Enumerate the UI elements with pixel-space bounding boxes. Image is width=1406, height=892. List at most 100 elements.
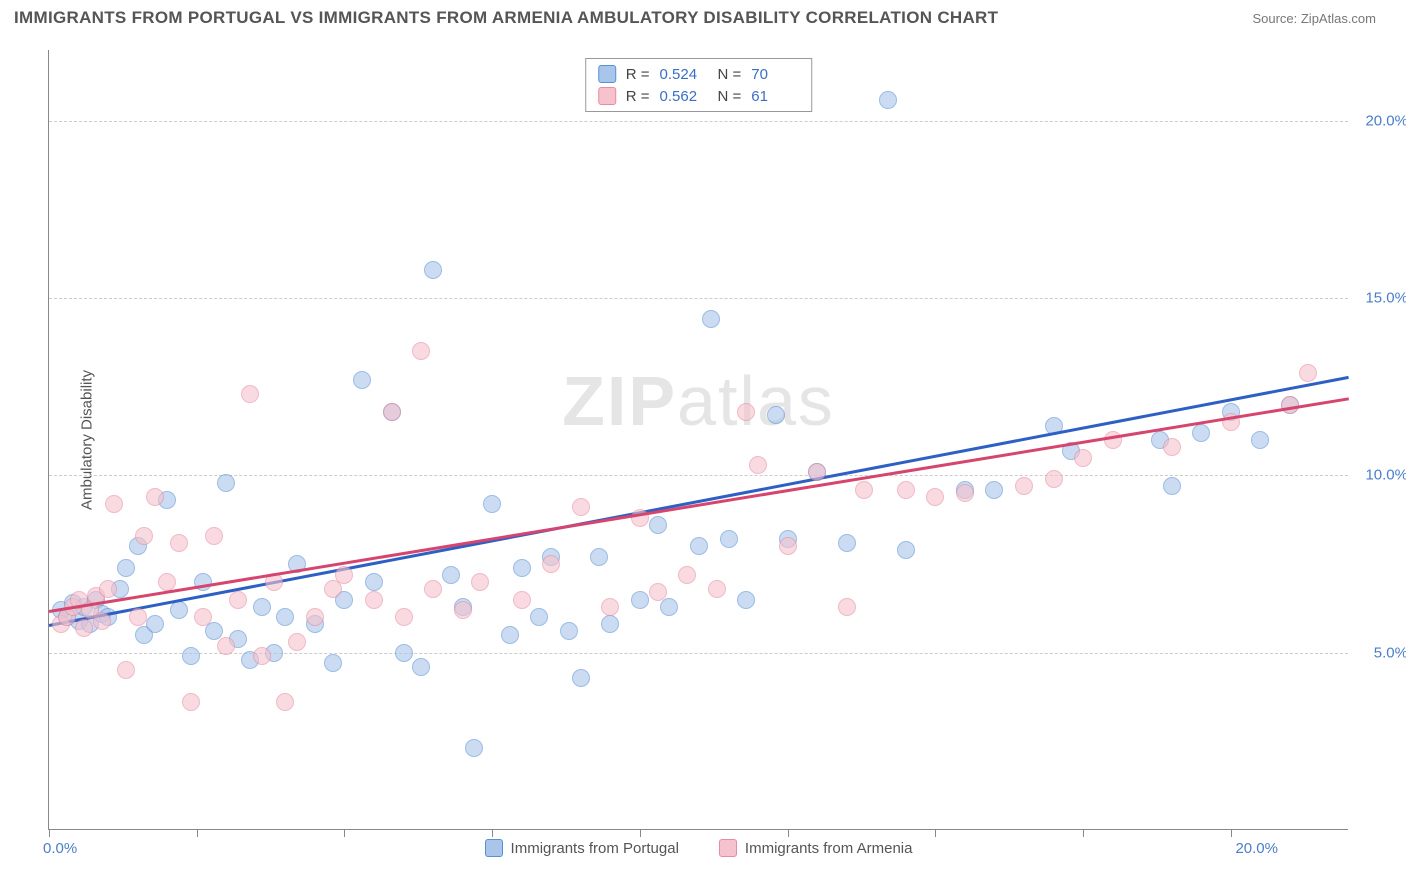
data-point — [182, 693, 200, 711]
data-point — [412, 658, 430, 676]
data-point — [158, 573, 176, 591]
data-point — [1251, 431, 1269, 449]
data-point — [513, 591, 531, 609]
data-point — [442, 566, 460, 584]
data-point — [855, 481, 873, 499]
data-point — [690, 537, 708, 555]
data-point — [879, 91, 897, 109]
data-point — [1163, 477, 1181, 495]
data-point — [383, 403, 401, 421]
data-point — [253, 647, 271, 665]
y-axis-label: Ambulatory Disability — [79, 369, 96, 509]
y-tick-label: 20.0% — [1365, 112, 1406, 129]
data-point — [229, 591, 247, 609]
data-point — [631, 591, 649, 609]
data-point — [1281, 396, 1299, 414]
data-point — [838, 534, 856, 552]
data-point — [306, 608, 324, 626]
data-point — [412, 342, 430, 360]
data-point — [99, 580, 117, 598]
data-point — [1015, 477, 1033, 495]
trend-line — [49, 376, 1349, 627]
source-attribution: Source: ZipAtlas.com — [1252, 11, 1376, 26]
data-point — [93, 612, 111, 630]
header: IMMIGRANTS FROM PORTUGAL VS IMMIGRANTS F… — [0, 0, 1406, 28]
y-tick-label: 10.0% — [1365, 467, 1406, 484]
data-point — [542, 555, 560, 573]
x-tick — [492, 829, 493, 837]
data-point — [465, 739, 483, 757]
swatch-icon — [485, 839, 503, 857]
data-point — [276, 693, 294, 711]
data-point — [985, 481, 1003, 499]
data-point — [501, 626, 519, 644]
x-axis-min-label: 0.0% — [43, 840, 77, 857]
data-point — [956, 484, 974, 502]
data-point — [194, 608, 212, 626]
data-point — [1299, 364, 1317, 382]
data-point — [838, 598, 856, 616]
data-point — [117, 559, 135, 577]
legend-item-armenia: Immigrants from Armenia — [719, 839, 913, 857]
data-point — [530, 608, 548, 626]
x-tick — [640, 829, 641, 837]
data-point — [572, 498, 590, 516]
data-point — [365, 591, 383, 609]
scatter-plot: Ambulatory Disability ZIPatlas R = 0.524… — [48, 50, 1348, 830]
data-point — [146, 615, 164, 633]
x-tick — [1231, 829, 1232, 837]
gridline — [49, 475, 1348, 476]
data-point — [649, 583, 667, 601]
legend-row-armenia: R = 0.562 N = 61 — [598, 85, 800, 107]
data-point — [1045, 470, 1063, 488]
data-point — [182, 647, 200, 665]
data-point — [253, 598, 271, 616]
correlation-legend: R = 0.524 N = 70 R = 0.562 N = 61 — [585, 58, 813, 112]
data-point — [779, 537, 797, 555]
x-tick — [344, 829, 345, 837]
gridline — [49, 298, 1348, 299]
x-axis-max-label: 20.0% — [1235, 840, 1278, 857]
data-point — [276, 608, 294, 626]
data-point — [1163, 438, 1181, 456]
data-point — [601, 598, 619, 616]
data-point — [241, 385, 259, 403]
data-point — [105, 495, 123, 513]
data-point — [353, 371, 371, 389]
data-point — [395, 644, 413, 662]
chart-title: IMMIGRANTS FROM PORTUGAL VS IMMIGRANTS F… — [14, 8, 998, 28]
data-point — [926, 488, 944, 506]
watermark: ZIPatlas — [562, 361, 835, 441]
data-point — [1104, 431, 1122, 449]
data-point — [897, 541, 915, 559]
data-point — [129, 608, 147, 626]
data-point — [737, 403, 755, 421]
data-point — [749, 456, 767, 474]
data-point — [601, 615, 619, 633]
data-point — [395, 608, 413, 626]
data-point — [324, 654, 342, 672]
data-point — [808, 463, 826, 481]
data-point — [324, 580, 342, 598]
data-point — [767, 406, 785, 424]
data-point — [678, 566, 696, 584]
data-point — [146, 488, 164, 506]
data-point — [288, 633, 306, 651]
x-tick — [1083, 829, 1084, 837]
series-legend: 0.0% Immigrants from Portugal Immigrants… — [49, 839, 1348, 857]
data-point — [454, 601, 472, 619]
data-point — [572, 669, 590, 687]
legend-row-portugal: R = 0.524 N = 70 — [598, 63, 800, 85]
data-point — [117, 661, 135, 679]
data-point — [335, 566, 353, 584]
data-point — [708, 580, 726, 598]
data-point — [897, 481, 915, 499]
data-point — [217, 474, 235, 492]
data-point — [590, 548, 608, 566]
x-tick — [788, 829, 789, 837]
data-point — [1074, 449, 1092, 467]
data-point — [702, 310, 720, 328]
data-point — [720, 530, 738, 548]
data-point — [1192, 424, 1210, 442]
data-point — [424, 580, 442, 598]
